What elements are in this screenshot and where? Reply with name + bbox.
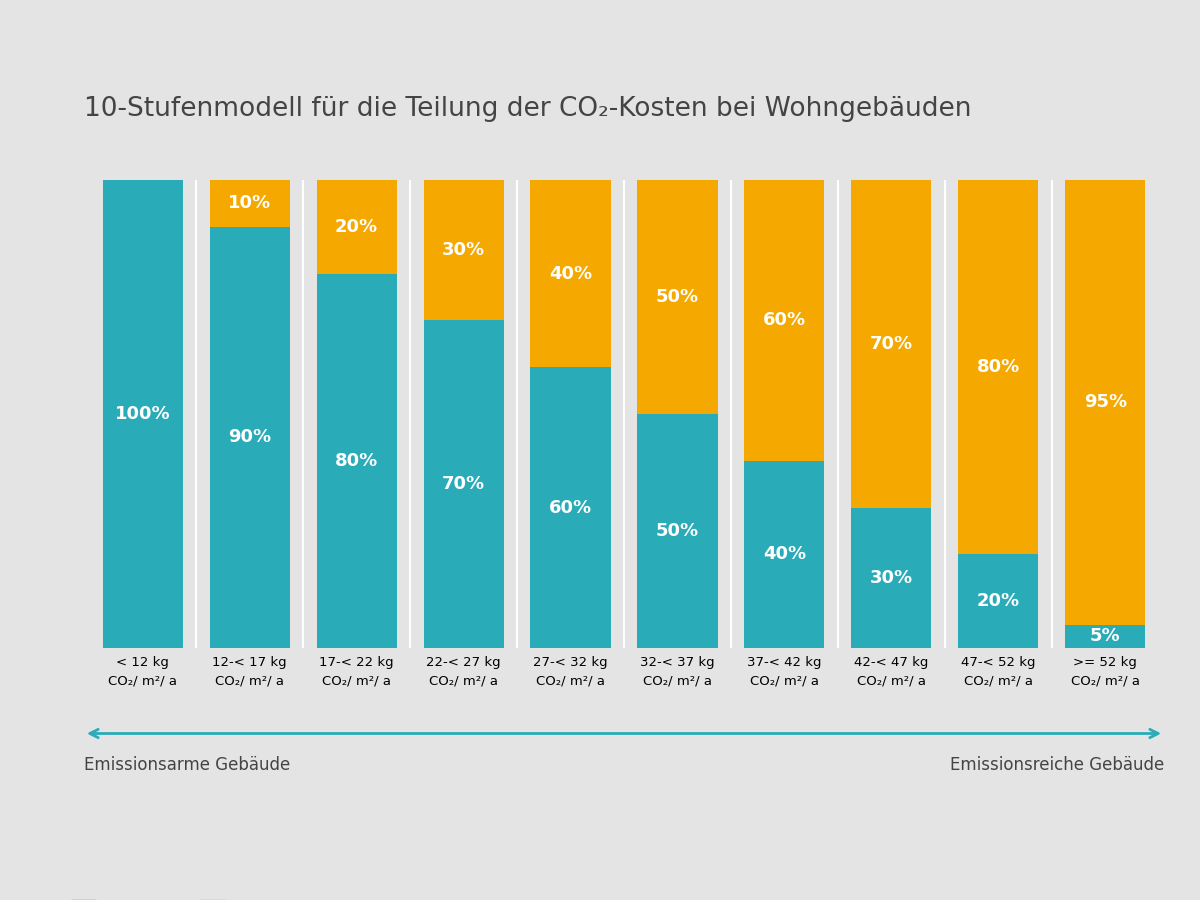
Text: 90%: 90% <box>228 428 271 446</box>
Text: 60%: 60% <box>548 499 592 517</box>
Text: 20%: 20% <box>335 218 378 236</box>
Text: 20%: 20% <box>977 592 1020 610</box>
Text: 5%: 5% <box>1090 627 1121 645</box>
Bar <box>1066 180 1145 625</box>
Bar <box>958 554 1038 648</box>
Bar <box>317 180 397 274</box>
Text: 100%: 100% <box>115 405 170 423</box>
Bar <box>424 180 504 320</box>
Text: 40%: 40% <box>763 545 806 563</box>
Bar <box>210 180 290 227</box>
Bar <box>103 180 182 648</box>
Text: 10-Stufenmodell für die Teilung der CO₂-Kosten bei Wohngebäuden: 10-Stufenmodell für die Teilung der CO₂-… <box>84 95 972 122</box>
Text: 50%: 50% <box>656 288 700 306</box>
Bar <box>1066 625 1145 648</box>
Text: 30%: 30% <box>870 569 913 587</box>
Bar <box>958 180 1038 554</box>
Text: 70%: 70% <box>870 335 913 353</box>
Text: 80%: 80% <box>977 358 1020 376</box>
Text: 40%: 40% <box>548 265 592 283</box>
Text: 70%: 70% <box>442 475 485 493</box>
Text: Emissionsarme Gebäude: Emissionsarme Gebäude <box>84 756 290 774</box>
Bar <box>637 414 718 648</box>
Text: 50%: 50% <box>656 522 700 540</box>
Bar <box>851 508 931 648</box>
Text: Emissionsreiche Gebäude: Emissionsreiche Gebäude <box>949 756 1164 774</box>
Bar <box>424 320 504 648</box>
Text: 10%: 10% <box>228 194 271 212</box>
Bar <box>210 227 290 648</box>
Bar <box>530 180 611 367</box>
Bar <box>637 180 718 414</box>
Text: 95%: 95% <box>1084 393 1127 411</box>
Text: 80%: 80% <box>335 452 378 470</box>
Bar <box>317 274 397 648</box>
Text: 30%: 30% <box>442 241 485 259</box>
Text: 60%: 60% <box>763 311 806 329</box>
Bar <box>744 180 824 461</box>
Bar <box>530 367 611 648</box>
Bar <box>851 180 931 508</box>
Bar <box>744 461 824 648</box>
